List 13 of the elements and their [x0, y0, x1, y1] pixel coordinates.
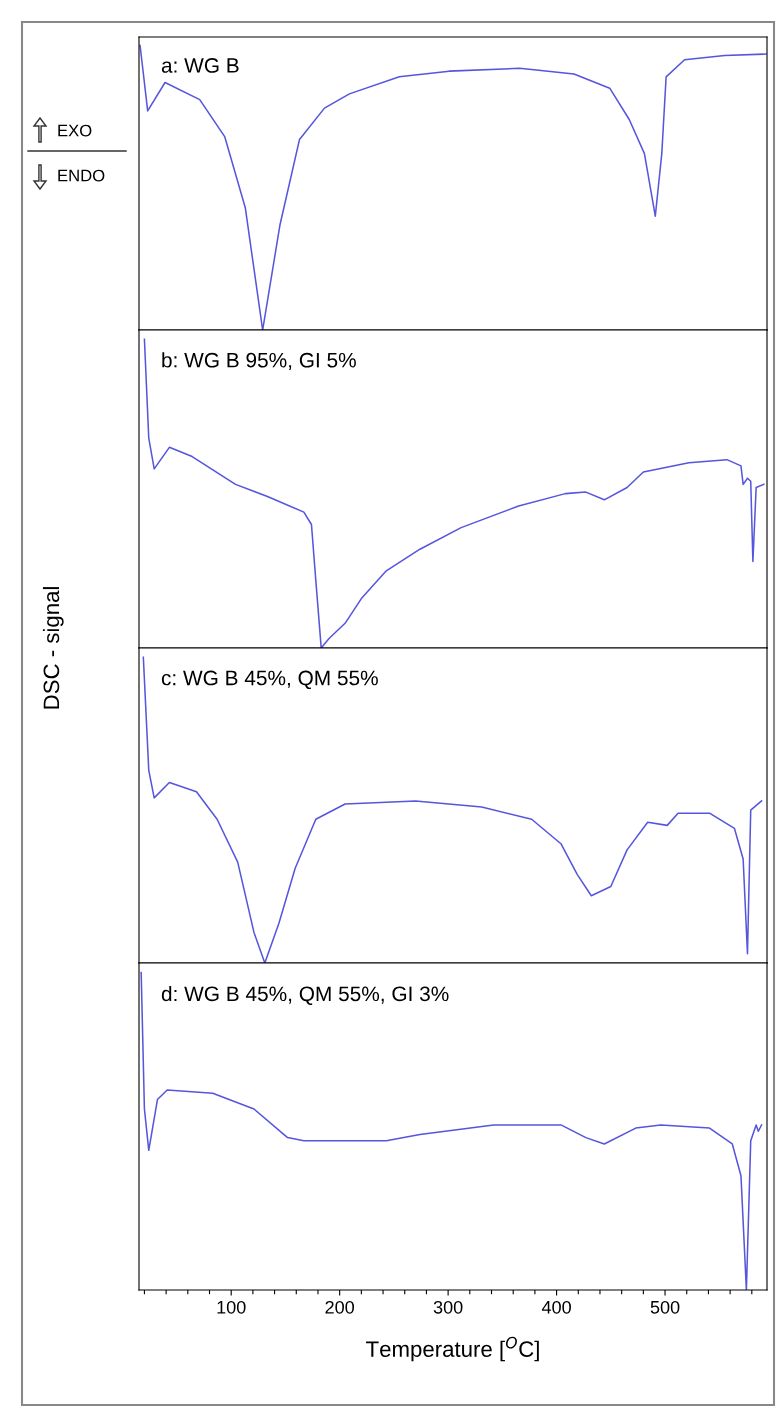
x-tick-label: 100 — [217, 1300, 246, 1314]
x-axis-title: Temperature [$^{O}$C] — [366, 1336, 539, 1362]
text: c: WG B 45%, QM 55% — [161, 670, 378, 690]
x-tick-label: 300 — [433, 1300, 463, 1314]
x-tick-label: 200 — [325, 1300, 355, 1314]
chart-title: a: WG B — [161, 58, 239, 73]
text: d: WG B 45%, QM 55%, GI 3% — [161, 985, 449, 1005]
y-axis-title: DSC - signal — [42, 587, 64, 709]
text: ENDO — [58, 169, 105, 182]
x-tick-label: 500 — [650, 1300, 680, 1314]
text: b: WG B 95%, GI 5% — [162, 352, 356, 371]
x-tick-label: 400 — [541, 1300, 571, 1314]
text: EXO — [58, 124, 92, 137]
